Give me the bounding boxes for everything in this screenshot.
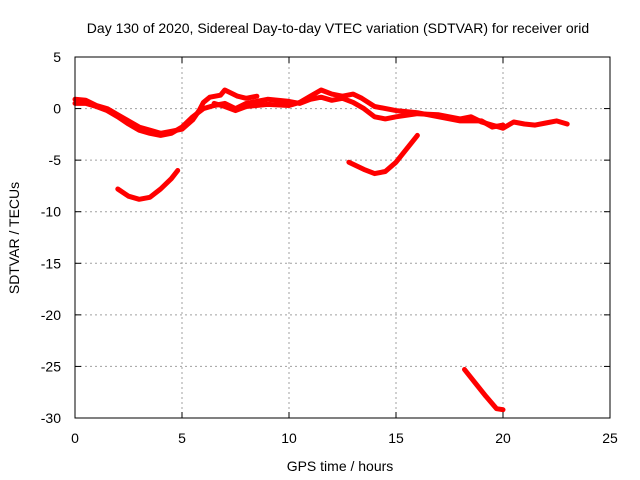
x-tick-label: 25 — [602, 430, 618, 446]
series-line-trace-d — [115, 168, 181, 202]
series-line-trace-f — [462, 367, 506, 413]
y-tick-label: -10 — [41, 204, 61, 220]
data-series — [72, 87, 570, 413]
y-axis-label: SDTVAR / TECUs — [6, 182, 22, 294]
series-line-trace-c — [211, 87, 506, 130]
x-tick-label: 20 — [495, 430, 511, 446]
x-tick-label: 5 — [178, 430, 186, 446]
y-tick-label: 5 — [53, 49, 61, 65]
x-tick-label: 10 — [281, 430, 297, 446]
y-tick-label: -30 — [41, 410, 61, 426]
x-tick-label: 15 — [388, 430, 404, 446]
x-tick-label: 0 — [71, 430, 79, 446]
chart-title: Day 130 of 2020, Sidereal Day-to-day VTE… — [87, 20, 589, 36]
axis-ticks: 0 5 10 15 20 25 5 0 -5 -10 -15 -20 -25 -30 — [41, 49, 618, 446]
grid-lines — [75, 57, 610, 418]
series-line-trace-a — [72, 87, 260, 136]
y-tick-label: -15 — [41, 255, 61, 271]
x-axis-label: GPS time / hours — [287, 458, 394, 474]
series-line-trace-e — [346, 132, 420, 177]
plot-frame — [74, 56, 611, 419]
y-tick-label: 0 — [53, 101, 61, 117]
y-tick-label: -25 — [41, 358, 61, 374]
y-tick-label: -20 — [41, 307, 61, 323]
y-tick-label: -5 — [49, 152, 62, 168]
